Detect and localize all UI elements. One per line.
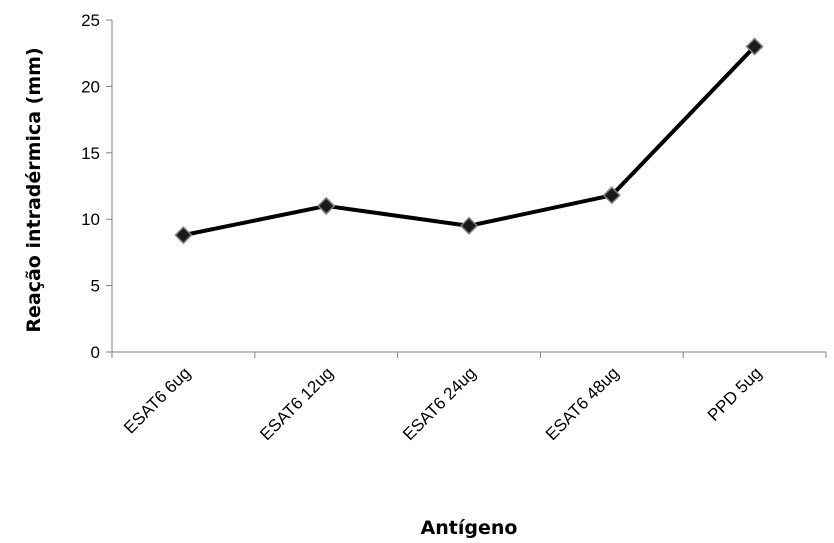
x-tick-label: ESAT6 48ug	[542, 363, 623, 444]
x-axis-title: Antígeno	[421, 517, 518, 539]
x-tick-label: PPD 5ug	[704, 363, 766, 425]
data-point-marker	[174, 226, 193, 245]
y-tick-label: 0	[91, 343, 100, 362]
x-tick-label: ESAT6 12ug	[256, 363, 337, 444]
y-tick-label: 25	[81, 11, 100, 30]
x-tick-label: ESAT6 6ug	[120, 363, 194, 437]
x-axis: ESAT6 6ug ESAT6 12ug ESAT6 24ug ESAT6 48ug P…	[111, 351, 827, 444]
data-point-marker	[459, 216, 479, 235]
data-point-marker	[317, 196, 336, 215]
data-point-marker	[745, 37, 764, 56]
y-tick-label: 15	[81, 144, 100, 163]
y-tick-label: 5	[91, 277, 100, 296]
y-tick-label: 10	[81, 210, 100, 229]
series-group	[174, 37, 764, 245]
data-point-marker	[602, 186, 621, 205]
series-line	[182, 45, 757, 238]
y-tick-label: 20	[81, 77, 100, 96]
x-tick-label: ESAT6 24ug	[399, 363, 480, 444]
y-axis: 0 5 10 15 20 25	[81, 11, 113, 362]
y-axis-title: Reação intradérmica (mm)	[23, 47, 45, 332]
